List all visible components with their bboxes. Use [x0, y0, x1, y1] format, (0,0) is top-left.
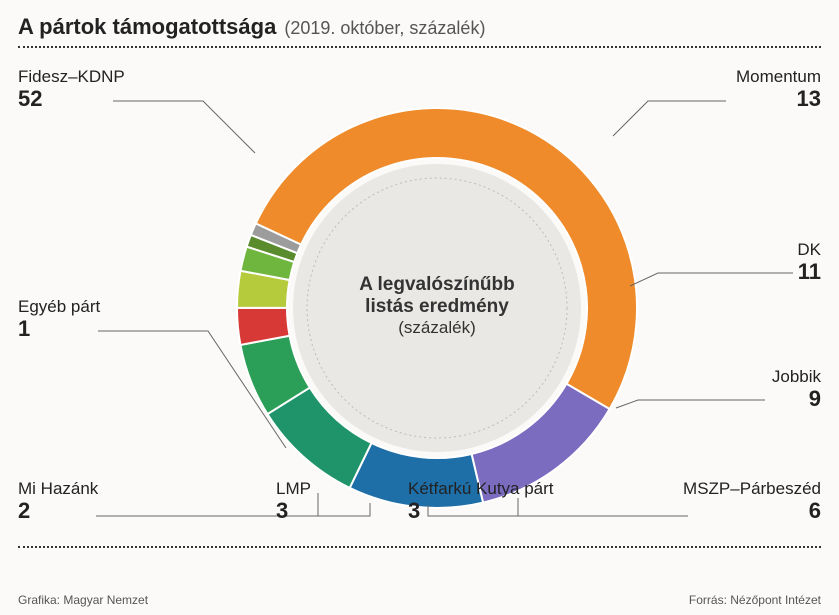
label-lmp: LMP3 — [276, 480, 311, 523]
label-value: 3 — [276, 499, 311, 523]
label-value: 11 — [797, 260, 821, 284]
label-momentum: Momentum13 — [736, 68, 821, 111]
footer-left: Grafika: Magyar Nemzet — [18, 593, 148, 607]
label-dk: DK11 — [797, 241, 821, 284]
label-name: DK — [797, 241, 821, 260]
label-value: 6 — [683, 499, 821, 523]
label-value: 2 — [18, 499, 98, 523]
label-fidesz: Fidesz–KDNP52 — [18, 68, 125, 111]
label-value: 1 — [18, 317, 100, 341]
footer-right: Forrás: Nézőpont Intézet — [689, 593, 821, 607]
leader-momentum — [613, 101, 726, 136]
chart-area: A legvalószínűbb listás eredmény (százal… — [18, 48, 821, 556]
label-value: 13 — [736, 87, 821, 111]
title-row: A pártok támogatottsága (2019. október, … — [18, 14, 821, 40]
label-mszp: MSZP–Párbeszéd6 — [683, 480, 821, 523]
label-name: Egyéb párt — [18, 298, 100, 317]
title-light: (2019. október, százalék) — [284, 18, 485, 39]
label-name: Momentum — [736, 68, 821, 87]
footer: Grafika: Magyar Nemzet Forrás: Nézőpont … — [18, 593, 821, 607]
label-value: 3 — [408, 499, 554, 523]
label-jobbik: Jobbik9 — [772, 368, 821, 411]
leader-lmp — [318, 503, 370, 516]
label-mihazank: Mi Hazánk2 — [18, 480, 98, 523]
title-bold: A pártok támogatottsága — [18, 14, 276, 40]
label-name: LMP — [276, 480, 311, 499]
center-line3: (százalék) — [317, 318, 557, 338]
center-line2: listás eredmény — [317, 296, 557, 318]
center-label: A legvalószínűbb listás eredmény (százal… — [317, 274, 557, 338]
label-name: Mi Hazánk — [18, 480, 98, 499]
center-line1: A legvalószínűbb — [317, 274, 557, 296]
label-name: Fidesz–KDNP — [18, 68, 125, 87]
label-name: MSZP–Párbeszéd — [683, 480, 821, 499]
label-name: Kétfarkú Kutya párt — [408, 480, 554, 499]
label-ketfarku: Kétfarkú Kutya párt3 — [408, 480, 554, 523]
label-egyeb: Egyéb párt1 — [18, 298, 100, 341]
leader-jobbik — [616, 400, 765, 408]
label-value: 52 — [18, 87, 125, 111]
leader-dk — [630, 273, 793, 286]
label-name: Jobbik — [772, 368, 821, 387]
leader-fidesz — [113, 101, 255, 153]
label-value: 9 — [772, 387, 821, 411]
